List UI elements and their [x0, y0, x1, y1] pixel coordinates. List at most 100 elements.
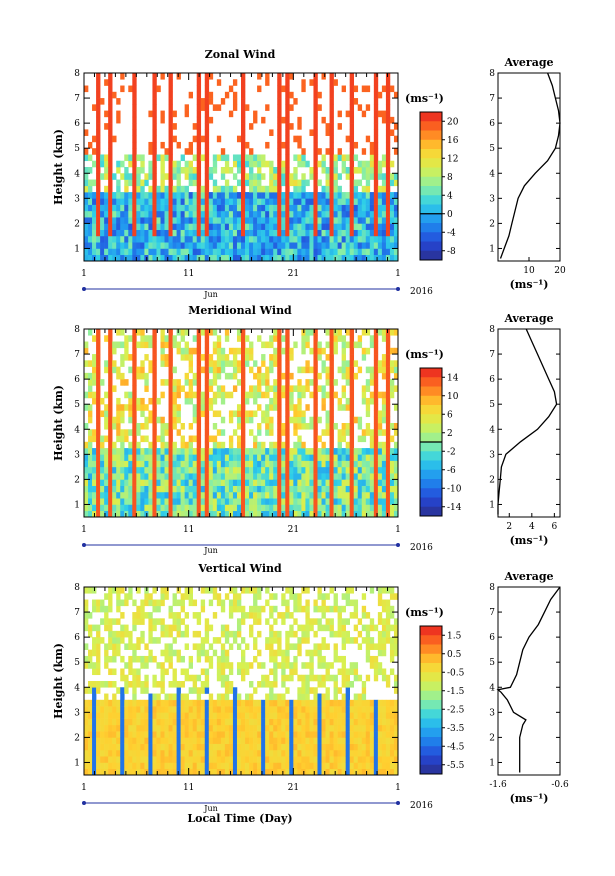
heatmap-cell: [144, 354, 149, 361]
heatmap-cell: [164, 379, 169, 386]
heatmap-cell: [236, 254, 242, 262]
heatmap-cell: [245, 154, 250, 162]
heatmap-cell: [104, 173, 109, 180]
heatmap-cell: [269, 466, 274, 474]
heatmap-cell: [321, 498, 326, 505]
heatmap-cell: [277, 229, 282, 237]
heatmap-cell: [148, 198, 153, 205]
heatmap-cell: [96, 504, 101, 512]
heatmap-cell: [281, 699, 286, 707]
heatmap-cell: [184, 593, 189, 600]
heatmap-cell: [220, 724, 226, 732]
heatmap-cell: [128, 630, 133, 638]
average-y-tick-label: 7: [489, 94, 495, 104]
heatmap-cell: [128, 668, 133, 676]
heatmap-cell: [128, 391, 133, 399]
heatmap-cell: [317, 341, 322, 349]
heatmap-cell: [281, 712, 286, 719]
heatmap-cell: [269, 637, 274, 644]
heatmap-cell: [180, 762, 185, 770]
y-tick-label: 7: [74, 350, 80, 360]
heatmap-cell: [245, 410, 250, 418]
heatmap-cell: [329, 466, 334, 474]
heatmap-cell: [257, 460, 262, 468]
heatmap-cell: [84, 768, 89, 776]
heatmap-cell: [301, 217, 306, 224]
heatmap-cell: [184, 454, 189, 461]
heatmap-cell: [144, 718, 149, 726]
heatmap-cell: [281, 693, 286, 701]
heatmap-cell: [289, 242, 294, 249]
heatmap-cell: [333, 756, 338, 763]
average-y-tick-label: 8: [489, 69, 495, 79]
heatmap-cell: [144, 662, 149, 669]
heatmap-cell: [196, 173, 202, 180]
heatmap-cell: [128, 510, 133, 518]
x-tick-label: 11: [183, 269, 194, 279]
heatmap-cell: [341, 768, 346, 776]
heatmap-cell: [92, 354, 97, 361]
heatmap-cell: [220, 366, 226, 374]
heatmap-cell: [305, 612, 310, 619]
heatmap-cell: [108, 141, 113, 149]
heatmap-cell: [220, 429, 226, 436]
heatmap-cell: [317, 643, 322, 650]
heatmap-cell: [329, 706, 334, 713]
average-title: Average: [503, 56, 553, 69]
heatmap-cell: [317, 737, 322, 744]
heatmap-cell: [281, 441, 286, 449]
heatmap-cell: [92, 699, 97, 707]
heatmap-cell: [84, 706, 89, 713]
heatmap-cell: [144, 210, 149, 218]
heatmap-cell: [184, 167, 189, 174]
heatmap-cell: [245, 498, 250, 505]
heatmap-cell: [265, 192, 270, 199]
heatmap-cell: [164, 360, 169, 367]
heatmap-cell: [220, 681, 226, 688]
heatmap-cell: [281, 141, 286, 149]
heatmap-cell: [192, 460, 198, 468]
heatmap-cell: [361, 160, 367, 168]
heatmap-cell: [245, 587, 250, 594]
heatmap-cell: [100, 712, 105, 719]
heatmap-cell: [232, 473, 238, 480]
heatmap-cell: [176, 768, 181, 776]
heatmap-cell: [144, 504, 149, 512]
heatmap-cell: [236, 762, 242, 770]
heatmap-cell: [124, 154, 129, 162]
heatmap-cell: [140, 248, 145, 256]
colorbar-tick-label: 12: [447, 154, 458, 164]
heatmap-cell: [224, 510, 230, 518]
heatmap-cell: [164, 466, 169, 474]
heatmap-cell: [281, 674, 286, 682]
heatmap-cell: [160, 347, 165, 355]
heatmap-cell: [140, 448, 145, 455]
heatmap-cell: [365, 485, 371, 493]
heatmap-cell: [228, 416, 234, 424]
heatmap-cell: [249, 706, 254, 713]
heatmap-cell: [257, 385, 262, 392]
heatmap-cell: [297, 185, 302, 193]
heatmap-cell: [132, 479, 137, 486]
heatmap-cell: [265, 254, 270, 262]
heatmap-cell: [253, 466, 258, 474]
heatmap-cell: [196, 416, 202, 424]
heatmap-cell: [249, 448, 254, 455]
heatmap-cell: [289, 485, 294, 493]
heatmap-cell: [104, 423, 109, 430]
heatmap-cell: [144, 248, 149, 256]
heatmap-cell: [132, 498, 137, 505]
heatmap-cell: [140, 397, 145, 405]
heatmap-cell: [192, 504, 198, 512]
heatmap-cell: [84, 749, 89, 757]
heatmap-cell: [168, 454, 173, 461]
heatmap-cell: [245, 718, 250, 726]
heatmap-cell: [301, 223, 306, 230]
heatmap-cell: [216, 229, 222, 237]
heatmap-cell: [204, 91, 210, 99]
heatmap-cell: [369, 148, 375, 155]
heatmap-cell: [204, 473, 210, 480]
heatmap-cell: [124, 185, 129, 193]
heatmap-cell: [156, 479, 161, 486]
